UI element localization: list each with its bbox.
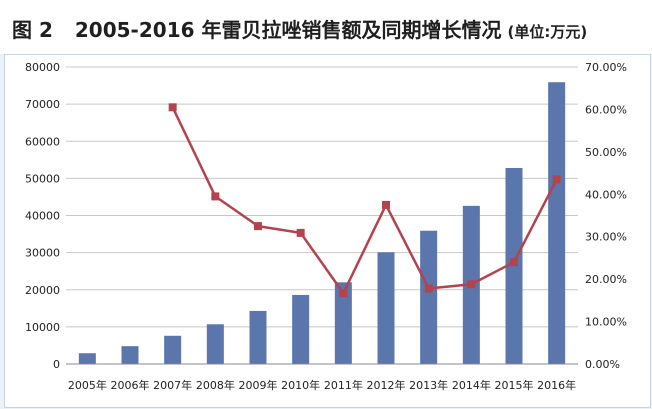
growth-point <box>510 258 518 267</box>
x-tick-label: 2008年 <box>196 378 235 392</box>
y-right-tick-label: 70.00% <box>585 61 627 74</box>
title-text: 2005-2016 年雷贝拉唑销售额及同期增长情况 <box>74 18 502 42</box>
figure-number: 图 2 <box>12 18 53 42</box>
y-right-tick-label: 0.00% <box>585 358 620 371</box>
unit-label: (单位:万元) <box>507 23 588 41</box>
x-tick-label: 2012年 <box>367 378 406 392</box>
x-tick-label: 2009年 <box>239 378 278 392</box>
growth-point <box>552 175 561 184</box>
y-left-tick-label: 80000 <box>25 61 60 74</box>
y-left-tick-label: 30000 <box>25 247 60 260</box>
x-tick-label: 2006年 <box>111 378 150 392</box>
y-right-tick-label: 60.00% <box>585 103 627 116</box>
growth-point <box>296 228 305 237</box>
y-left-tick-label: 20000 <box>25 284 60 297</box>
growth-point <box>424 284 433 293</box>
growth-line <box>171 106 558 295</box>
growth-point <box>168 103 177 112</box>
growth-point <box>339 289 348 298</box>
growth-point <box>382 200 390 209</box>
y-left-tick-label: 70000 <box>25 98 60 111</box>
y-left-tick-label: 0 <box>53 358 60 371</box>
bar <box>334 282 352 364</box>
x-tick-label: 2005年 <box>68 378 107 392</box>
bar <box>206 324 224 364</box>
chart-title: 图 2 2005-2016 年雷贝拉唑销售额及同期增长情况 (单位:万元) <box>12 14 587 43</box>
growth-point <box>254 222 262 231</box>
x-tick-label: 2014年 <box>452 378 491 392</box>
y-right-tick-label: 10.00% <box>585 316 627 329</box>
title-bar: 图 2 2005-2016 年雷贝拉唑销售额及同期增长情况 (单位:万元) <box>0 0 652 54</box>
chart-frame <box>4 54 651 408</box>
bar <box>78 353 96 364</box>
x-tick-label: 2013年 <box>409 378 448 392</box>
y-left-tick-label: 60000 <box>25 135 60 148</box>
x-tick-label: 2010年 <box>281 378 320 392</box>
growth-point <box>211 192 220 201</box>
y-right-tick-label: 20.00% <box>585 273 627 286</box>
bar <box>548 82 566 364</box>
y-right-tick-label: 30.00% <box>585 231 627 244</box>
x-tick-label: 2016年 <box>537 378 576 392</box>
bar <box>420 230 438 364</box>
y-right-tick-label: 50.00% <box>585 146 627 159</box>
y-right-tick-label: 40.00% <box>585 188 627 201</box>
bar <box>292 294 310 364</box>
y-left-tick-label: 10000 <box>25 321 60 334</box>
x-tick-label: 2007年 <box>153 378 192 392</box>
x-tick-label: 2011年 <box>324 378 363 392</box>
bar <box>164 335 182 364</box>
growth-point <box>467 280 476 289</box>
y-left-tick-label: 40000 <box>25 210 60 223</box>
y-left-tick-label: 50000 <box>25 172 60 185</box>
bar <box>377 252 395 364</box>
x-tick-label: 2015年 <box>495 378 534 392</box>
bar <box>121 346 139 364</box>
bar <box>249 310 267 364</box>
